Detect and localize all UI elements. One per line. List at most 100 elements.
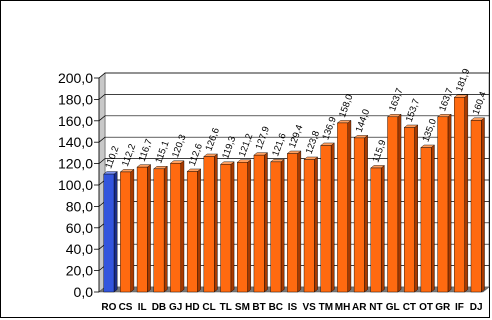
x-tick-label: IS [288,302,298,313]
x-tick-label: VS [303,302,317,313]
y-tick-label: 160,0 [58,113,93,129]
bar-front [437,116,449,293]
x-tick-label: CT [403,302,416,313]
bar-gj [169,160,185,293]
bar-front [320,145,332,293]
bar-ot [420,144,436,293]
bar-side [330,142,335,293]
bar-sm [236,159,252,293]
x-tick-label: AR [352,302,367,313]
bar-is [286,150,302,293]
bar-cl [203,153,218,293]
bar-side [380,165,385,293]
x-axis: RO CS IL DB GJ HD CL TL SM BT BC IS VS TM MH AR NT GL CT OT… [101,302,482,313]
bar-side [180,160,185,293]
bar-hd [186,168,202,293]
bar-front [270,161,282,293]
y-tick-label: 140,0 [58,134,93,150]
bar-il [136,164,152,293]
bar-gl [386,113,402,293]
bar-front [220,164,232,293]
x-tick-label: BC [269,302,283,313]
bar-front [303,159,315,293]
bar-front [170,163,182,293]
bar-side [163,165,168,293]
y-tick-label: 0,0 [74,284,94,300]
x-tick-label: DB [152,302,166,313]
bar-front [353,137,365,293]
y-tick-label: 40,0 [66,241,93,257]
grid-line [98,72,489,79]
bar-side [414,124,418,293]
bar-front [337,122,348,293]
x-tick-label: GJ [169,302,182,313]
bar-side [130,168,135,293]
bar-front [103,173,115,293]
bar-side [447,113,452,293]
x-tick-label: GL [386,302,400,313]
bar-bt [253,152,269,293]
bar-front [403,127,415,293]
y-tick-label: 100,0 [58,177,93,193]
bar-front [287,153,298,293]
bar-side [464,94,469,293]
bar-mh [336,119,352,293]
bar-if [453,94,469,293]
bar-cs [119,168,135,293]
bar-side [280,158,285,293]
bar-front [387,116,399,293]
x-tick-label: IL [138,302,147,313]
bar-nt [370,165,385,293]
x-tick-label: MH [335,302,351,313]
x-tick-label: BT [252,302,265,313]
y-tick-label: 200,0 [58,70,93,86]
bar-side [213,153,218,293]
bar-side [147,164,151,293]
y-tick-label: 120,0 [58,156,93,172]
bar-db [153,165,168,293]
bar-side [431,144,435,293]
x-tick-label: RO [101,302,116,313]
bar-ct [403,124,419,293]
x-tick-label: IF [455,302,464,313]
bar-ro [103,171,118,293]
bar-bc [270,158,285,293]
y-tick-label: 80,0 [66,198,93,214]
x-tick-label: NT [369,302,382,313]
bar-vs [303,156,319,293]
bar-side [397,113,402,293]
y-axis: 0,0 20,0 40,0 60,0 80,0 100,0 120,0 140,0 160,0 1… [58,70,100,300]
x-tick-label: OT [419,302,433,313]
bar-front [153,168,165,293]
bar-side [297,150,302,293]
bar-front [120,171,131,293]
bar-front [237,162,248,293]
x-tick-label: TL [220,302,232,313]
x-tick-label: CL [202,302,215,313]
bar-side [230,161,235,293]
bars [103,94,486,293]
y-tick-label: 20,0 [66,263,93,279]
bar-side [197,168,201,293]
x-tick-label: TM [319,302,333,313]
y-tick-label: 180,0 [58,91,93,107]
bar-front [420,147,432,293]
bar-tl [219,161,235,293]
bar-front [454,97,465,293]
bar-front [203,156,215,293]
bar-gr [437,113,452,293]
bar-side [347,119,352,293]
x-tick-label: SM [235,302,250,313]
bar-side [113,171,118,293]
bar-side [314,156,318,293]
bar-dj [470,117,486,293]
x-tick-label: GR [435,302,451,313]
x-tick-label: DJ [470,302,483,313]
grid-line [98,94,489,100]
bar-front [253,154,265,293]
y-tick-label: 60,0 [66,220,93,236]
bar-side [364,134,368,293]
bar-ar [353,134,369,293]
